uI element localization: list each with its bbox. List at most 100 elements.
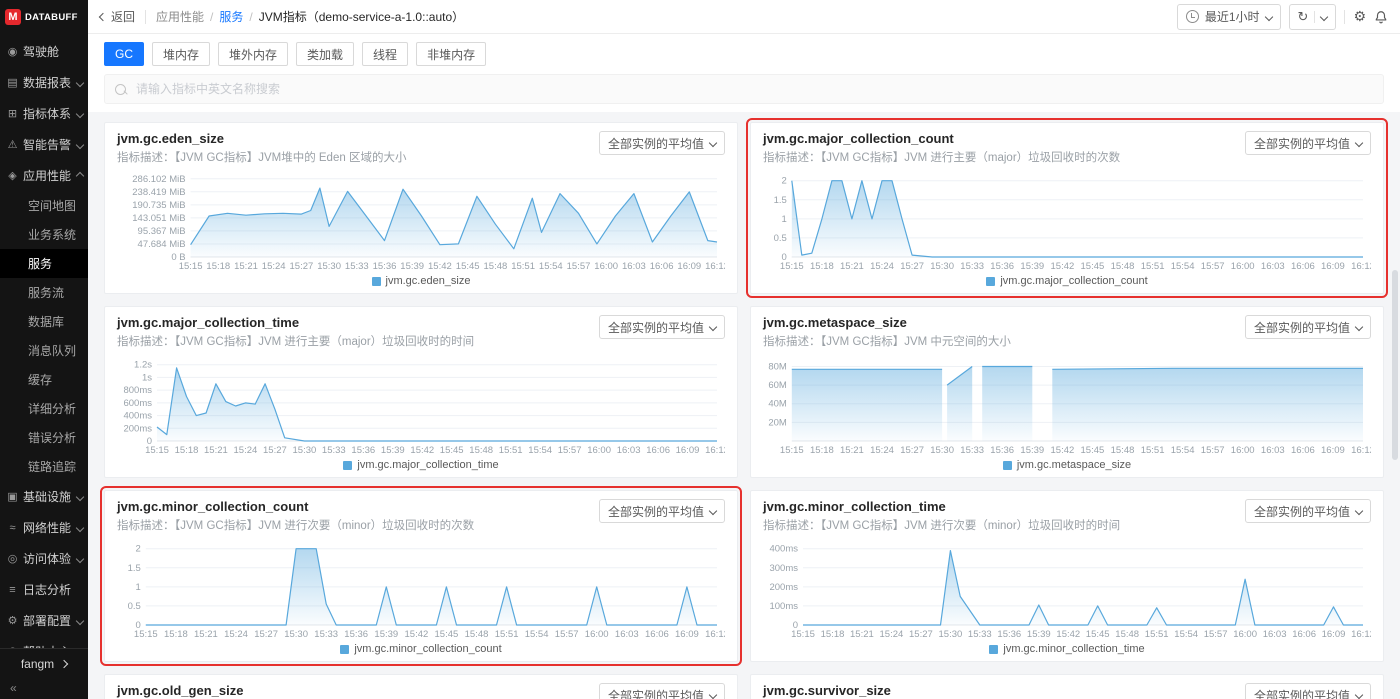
chart-legend[interactable]: jvm.gc.minor_collection_time [763,641,1371,657]
instance-aggregation-select[interactable]: 全部实例的平均值 [1244,499,1371,523]
back-button[interactable]: 返回 [98,8,135,25]
sidebar-subitem-4-6[interactable]: 缓存 [28,373,53,387]
bell-icon[interactable] [1374,10,1388,24]
time-range-select[interactable]: 最近1小时 [1176,3,1281,30]
svg-text:16:03: 16:03 [1261,261,1285,272]
tab-2[interactable]: 堆外内存 [218,42,289,66]
svg-text:200ms: 200ms [769,582,798,593]
instance-aggregation-select[interactable]: 全部实例的平均值 [1244,131,1371,155]
tab-4[interactable]: 线程 [362,42,409,66]
breadcrumb-services[interactable]: 服务 [219,10,244,24]
chevron-right-icon [59,659,69,669]
svg-text:15:45: 15:45 [440,445,464,456]
chart-legend[interactable]: jvm.gc.major_collection_time [117,457,725,473]
instance-aggregation-select[interactable]: 全部实例的平均值 [1244,683,1371,699]
svg-text:16:06: 16:06 [650,261,674,272]
svg-text:15:27: 15:27 [900,445,924,456]
sidebar-item-0[interactable]: ◉ 驾驶舱 [0,36,88,67]
databuff-logo-icon: M [5,9,21,25]
sidebar-item-4[interactable]: ◈ 应用性能 [0,160,88,191]
tab-3[interactable]: 类加载 [296,42,355,66]
metric-chart[interactable]: 80M 60M 40M 20M 15:15 15:18 15:21 15:24 15:27 15:… [763,353,1371,457]
search-input[interactable] [134,81,1373,97]
svg-text:15:27: 15:27 [254,629,278,640]
svg-text:15:51: 15:51 [499,445,523,456]
svg-text:16:06: 16:06 [1291,261,1315,272]
instance-aggregation-select[interactable]: 全部实例的平均值 [1244,315,1371,339]
tab-1[interactable]: 堆内存 [152,42,211,66]
gear-icon[interactable]: ⚙ [1353,8,1366,24]
user-menu[interactable]: fangm [0,648,88,679]
metric-title: jvm.gc.old_gen_size [117,683,244,698]
svg-text:2: 2 [782,176,787,187]
svg-text:15:21: 15:21 [234,261,258,272]
sidebar-subitem-4-2[interactable]: 服务 [0,249,88,278]
sidebar-subitem-4-8[interactable]: 错误分析 [28,431,77,445]
sidebar-subitem-4-3[interactable]: 服务流 [28,286,65,300]
svg-text:15:54: 15:54 [528,445,552,456]
sidebar-item-label: 应用性能 [23,169,72,183]
tab-5[interactable]: 非堆内存 [416,42,487,66]
svg-text:15:30: 15:30 [293,445,317,456]
sidebar-subitem-4-9[interactable]: 链路追踪 [28,460,77,474]
chart-legend[interactable]: jvm.gc.minor_collection_count [117,641,725,657]
metric-chart[interactable]: 2 1.5 1 0.5 015:15 15:18 15:21 15:24 15:27 15:30 1… [117,537,725,641]
svg-text:15:51: 15:51 [1145,629,1169,640]
sidebar-subitem-4-7[interactable]: 详细分析 [28,402,77,416]
chart-legend[interactable]: jvm.gc.major_collection_count [763,273,1371,289]
chevron-down-icon [75,140,85,149]
sidebar-subitem-4-1[interactable]: 业务系统 [28,228,77,242]
databuff-logo[interactable]: M DATABUFF [0,0,88,34]
tab-0[interactable]: GC [104,42,144,66]
svg-text:16:00: 16:00 [1233,629,1257,640]
refresh-icon[interactable]: ↻ [1297,9,1309,24]
metric-cards-grid: jvm.gc.eden_size 指标描述：【JVM GC指标】JVM堆中的 E… [88,112,1400,699]
instance-aggregation-select[interactable]: 全部实例的平均值 [598,683,725,699]
metric-chart[interactable]: 400ms 300ms 200ms 100ms 015:15 15:18 15:21 15:2… [763,537,1371,641]
sidebar-item-label: 指标体系 [23,107,72,121]
breadcrumb-app-performance[interactable]: 应用性能 [156,10,205,24]
chevron-down-icon [75,523,85,532]
sidebar-item-2[interactable]: ⊞ 指标体系 [0,98,88,129]
sidebar-item-8[interactable]: ≡ 日志分析 [0,574,88,605]
svg-text:15:42: 15:42 [1056,629,1080,640]
instance-aggregation-select[interactable]: 全部实例的平均值 [598,499,725,523]
metric-category-tabs: GC 堆内存 堆外内存 类加载 线程 非堆内存 [88,34,1400,72]
metric-title: jvm.gc.metaspace_size [763,315,907,330]
svg-text:15:36: 15:36 [990,261,1014,272]
svg-text:400ms: 400ms [123,411,152,422]
sidebar-collapse-button[interactable]: « [10,681,17,695]
metric-description: 指标描述：【JVM GC指标】JVM 进行次要（minor）垃圾回收时的次数 [117,520,475,532]
sidebar-item-10[interactable]: ? 帮助中心 [0,636,88,648]
metric-card-header: jvm.gc.minor_collection_count 指标描述：【JVM … [117,499,725,533]
svg-text:15:42: 15:42 [410,445,434,456]
instance-aggregation-select[interactable]: 全部实例的平均值 [598,131,725,155]
scrollbar[interactable] [1392,270,1398,460]
sidebar-item-6[interactable]: ≈ 网络性能 [0,512,88,543]
metric-chart[interactable]: 286.102 MiB 238.419 MiB 190.735 MiB 143.051… [117,169,725,273]
sidebar-subitem-4-5[interactable]: 消息队列 [28,344,77,358]
chart-legend[interactable]: jvm.gc.metaspace_size [763,457,1371,473]
sidebar-item-1[interactable]: ▤ 数据报表 [0,67,88,98]
svg-text:15:48: 15:48 [484,261,508,272]
sidebar-item-5[interactable]: ▣ 基础设施 [0,481,88,512]
sidebar-subitem-4-0[interactable]: 空间地图 [28,199,77,213]
svg-text:15:45: 15:45 [1081,261,1105,272]
svg-text:15:21: 15:21 [840,261,864,272]
sidebar-item-label: 驾驶舱 [23,45,60,59]
chevron-left-icon [98,12,108,21]
sidebar-item-7[interactable]: ◎ 访问体验 [0,543,88,574]
sidebar-item-3[interactable]: ⚠ 智能告警 [0,129,88,160]
legend-label: jvm.gc.major_collection_count [1000,275,1148,287]
refresh-interval-chevron-icon[interactable] [1320,12,1329,21]
sidebar-item-9[interactable]: ⚙ 部署配置 [0,605,88,636]
sidebar-subitem-4-4[interactable]: 数据库 [28,315,65,329]
svg-text:15:21: 15:21 [204,445,228,456]
svg-text:15:48: 15:48 [1111,261,1135,272]
svg-text:15:15: 15:15 [145,445,169,456]
chart-legend[interactable]: jvm.gc.eden_size [117,273,725,289]
svg-text:15:45: 15:45 [456,261,480,272]
instance-aggregation-select[interactable]: 全部实例的平均值 [598,315,725,339]
metric-chart[interactable]: 2 1.5 1 0.5 015:15 15:18 15:21 15:24 15:27 15:30 1… [763,169,1371,273]
